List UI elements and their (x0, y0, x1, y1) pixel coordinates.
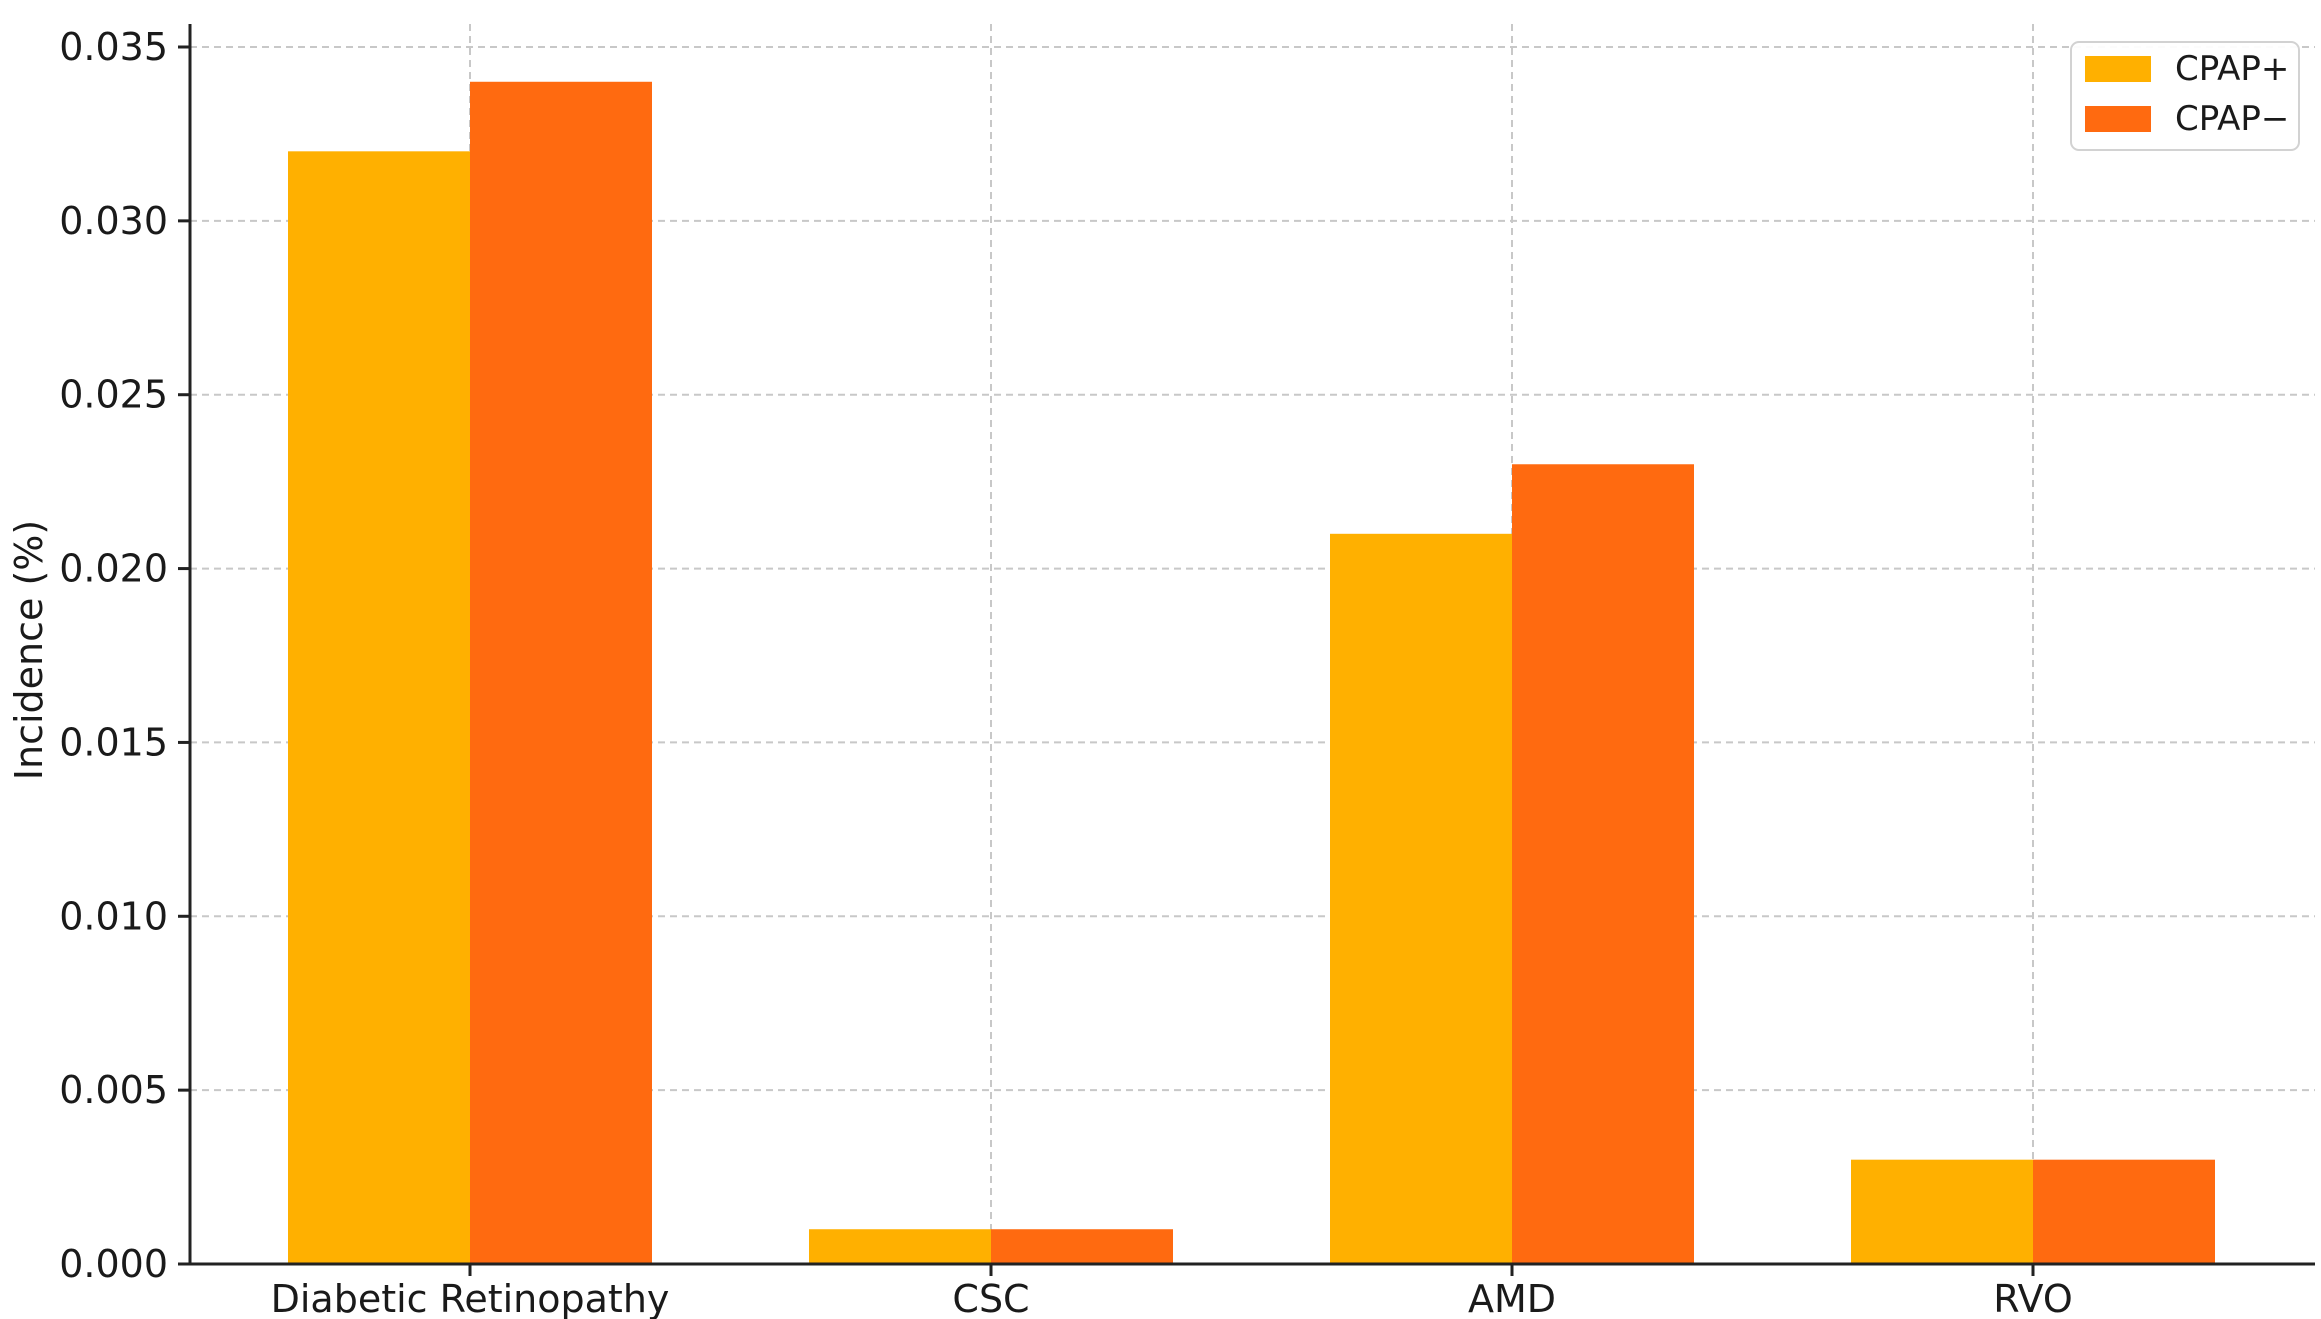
legend: CPAP+ CPAP− (2070, 41, 2300, 151)
bar-cpap-minus (1512, 464, 1694, 1264)
y-tick-label: 0.025 (59, 373, 168, 417)
x-tick-label: AMD (1468, 1277, 1556, 1319)
y-tick-label: 0.035 (59, 25, 168, 69)
bar-cpap-plus (288, 151, 470, 1264)
bar-cpap-plus (1330, 533, 1512, 1264)
y-tick-label: 0.020 (59, 547, 168, 591)
bar-cpap-minus (991, 1229, 1173, 1264)
y-tick-label: 0.015 (59, 720, 168, 764)
bar-cpap-minus (2033, 1159, 2215, 1264)
bar-cpap-plus (809, 1229, 991, 1264)
x-tick-label: RVO (1993, 1277, 2073, 1319)
y-tick-label: 0.030 (59, 199, 168, 243)
y-tick-labels: 0.000 0.005 0.010 0.015 0.020 0.025 0.030 0.035 (59, 25, 168, 1286)
x-tick-label: CSC (952, 1277, 1029, 1319)
legend-label: CPAP+ (2175, 49, 2289, 89)
x-tick-labels: Diabetic Retinopathy CSC AMD RVO (271, 1277, 2073, 1319)
bar-cpap-plus (1851, 1159, 2033, 1264)
y-axis-label: Incidence (%) (7, 520, 51, 780)
bars (288, 81, 2215, 1264)
y-tick-label: 0.000 (59, 1242, 168, 1286)
legend-label: CPAP− (2175, 99, 2289, 139)
x-tick-label: Diabetic Retinopathy (271, 1277, 670, 1319)
y-tick-label: 0.010 (59, 894, 168, 938)
bar-cpap-minus (470, 81, 652, 1264)
legend-swatch (2085, 106, 2151, 132)
legend-swatch (2085, 56, 2151, 82)
axes (178, 24, 2315, 1276)
y-tick-label: 0.005 (59, 1068, 168, 1112)
